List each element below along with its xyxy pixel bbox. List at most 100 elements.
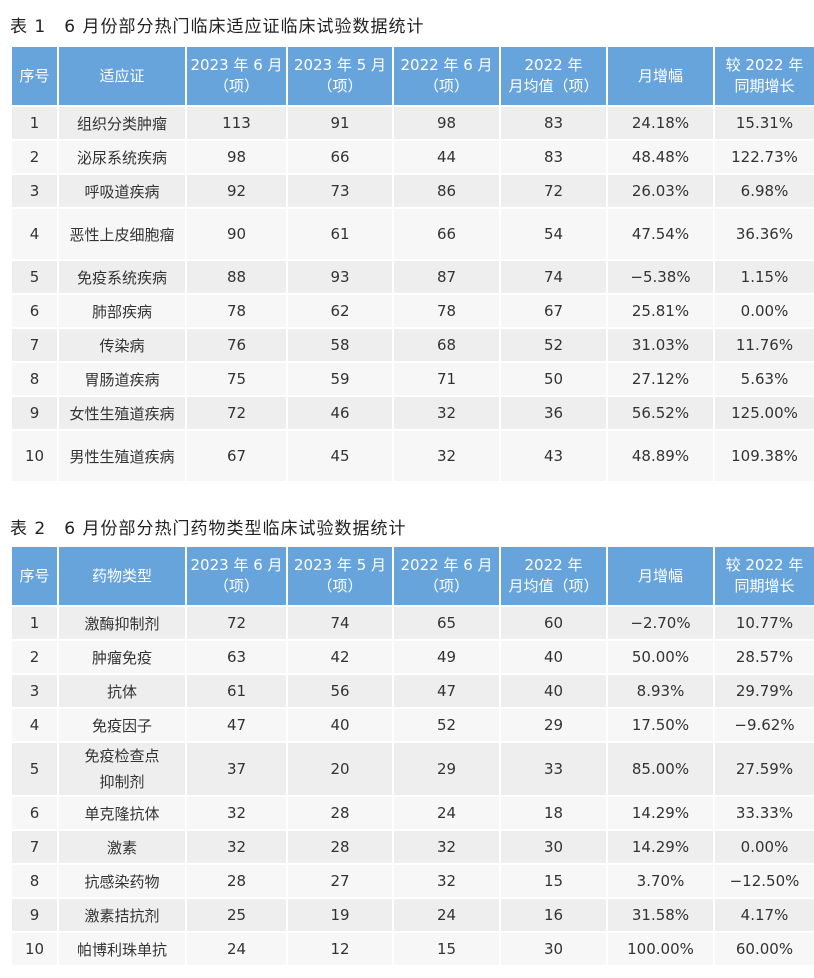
table-cell: 98: [392, 105, 501, 141]
table-cell: 40: [499, 639, 608, 675]
table-cell: 125.00%: [713, 395, 814, 431]
table-cell: 58: [286, 327, 394, 363]
table-row: 6 肺部疾病 78 62 78 67 25.81% 0.00%: [10, 293, 814, 329]
table-cell: 67: [185, 429, 288, 483]
table-row: 8 抗感染药物 28 27 32 15 3.70% −12.50%: [10, 863, 814, 899]
table-cell: 86: [392, 173, 501, 209]
table-cell: 56: [286, 673, 394, 709]
table-cell: 肿瘤免疫: [57, 639, 187, 675]
table-cell: 32: [392, 829, 501, 865]
table-cell: 68: [392, 327, 501, 363]
table-cell: 76: [185, 327, 288, 363]
table-cell: 呼吸道疾病: [57, 173, 187, 209]
table-row: 8 胃肠道疾病 75 59 71 50 27.12% 5.63%: [10, 361, 814, 397]
table-cell: 6.98%: [713, 173, 814, 209]
table-cell: 52: [499, 327, 608, 363]
table-cell: 泌尿系统疾病: [57, 139, 187, 175]
table-cell: 28: [286, 795, 394, 831]
table-cell: 0.00%: [713, 293, 814, 329]
table-cell: 6: [10, 795, 59, 831]
table-cell: 61: [185, 673, 288, 709]
column-header: 2022 年 6 月 （项）: [392, 45, 501, 107]
table1-title: 表 1 6 月份部分热门临床适应证临床试验数据统计: [10, 17, 425, 37]
table-cell: 27.59%: [713, 741, 814, 797]
table-cell: 25.81%: [606, 293, 715, 329]
table-cell: 47.54%: [606, 207, 715, 261]
table-cell: 67: [499, 293, 608, 329]
table-cell: 37: [185, 741, 288, 797]
column-header: 2022 年 月均值（项）: [499, 45, 608, 107]
column-header: 药物类型: [57, 545, 187, 607]
table-cell: 90: [185, 207, 288, 261]
table-cell: 10: [10, 429, 59, 483]
table-row: 9 激素拮抗剂 25 19 24 16 31.58% 4.17%: [10, 897, 814, 933]
table-cell: 15: [499, 863, 608, 899]
table-cell: 免疫因子: [57, 707, 187, 743]
column-header: 2023 年 5 月 （项）: [286, 545, 394, 607]
table-cell: 帕博利珠单抗: [57, 931, 187, 967]
table-cell: 45: [286, 429, 394, 483]
table-row: 2 肿瘤免疫 63 42 49 40 50.00% 28.57%: [10, 639, 814, 675]
table-cell: 28: [185, 863, 288, 899]
table-cell: 72: [185, 395, 288, 431]
table-cell: 78: [392, 293, 501, 329]
table-cell: 36.36%: [713, 207, 814, 261]
table-cell: 恶性上皮细胞瘤: [57, 207, 187, 261]
table-cell: 8: [10, 361, 59, 397]
table-cell: 7: [10, 829, 59, 865]
table-cell: 女性生殖道疾病: [57, 395, 187, 431]
table-cell: 60.00%: [713, 931, 814, 967]
column-header: 较 2022 年 同期增长: [713, 45, 814, 107]
table-cell: 36: [499, 395, 608, 431]
table-cell: 32: [392, 863, 501, 899]
table-cell: 3.70%: [606, 863, 715, 899]
table-cell: 47: [392, 673, 501, 709]
table-cell: 83: [499, 105, 608, 141]
table-cell: 1.15%: [713, 259, 814, 295]
table-cell: 32: [185, 829, 288, 865]
table-cell: 9: [10, 897, 59, 933]
table-cell: 24: [392, 897, 501, 933]
table-row: 1 组织分类肿瘤 113 91 98 83 24.18% 15.31%: [10, 105, 814, 141]
column-header: 2022 年 6 月 （项）: [392, 545, 501, 607]
table-cell: 0.00%: [713, 829, 814, 865]
table-cell: 男性生殖道疾病: [57, 429, 187, 483]
table-cell: 20: [286, 741, 394, 797]
table-cell: 14.29%: [606, 795, 715, 831]
column-header: 月增幅: [606, 45, 715, 107]
table-cell: 1: [10, 605, 59, 641]
table-cell: 40: [286, 707, 394, 743]
table-row: 2 泌尿系统疾病 98 66 44 83 48.48% 122.73%: [10, 139, 814, 175]
table-cell: 29: [499, 707, 608, 743]
table-cell: 15.31%: [713, 105, 814, 141]
table-cell: 32: [392, 395, 501, 431]
table-cell: 8.93%: [606, 673, 715, 709]
column-header: 2023 年 6 月 （项）: [185, 545, 288, 607]
table-cell: 10.77%: [713, 605, 814, 641]
table-cell: 88: [185, 259, 288, 295]
table-cell: 30: [499, 829, 608, 865]
table-cell: 5: [10, 259, 59, 295]
table-cell: 免疫检查点 抑制剂: [57, 741, 187, 797]
table-cell: 激素: [57, 829, 187, 865]
table-row: 5 免疫检查点 抑制剂 37 20 29 33 85.00% 27.59%: [10, 741, 814, 797]
header-row: 序号 药物类型 2023 年 6 月 （项） 2023 年 5 月 （项） 2022 年…: [10, 545, 814, 607]
column-header: 月增幅: [606, 545, 715, 607]
table-cell: −9.62%: [713, 707, 814, 743]
table-cell: 93: [286, 259, 394, 295]
table-cell: 74: [286, 605, 394, 641]
table-cell: 48.48%: [606, 139, 715, 175]
table-cell: 1: [10, 105, 59, 141]
table-cell: 46: [286, 395, 394, 431]
table-cell: 43: [499, 429, 608, 483]
column-header: 序号: [10, 45, 59, 107]
table-cell: 61: [286, 207, 394, 261]
table-cell: 5: [10, 741, 59, 797]
table-cell: 42: [286, 639, 394, 675]
table-cell: 2: [10, 639, 59, 675]
table-cell: 25: [185, 897, 288, 933]
column-header: 较 2022 年 同期增长: [713, 545, 814, 607]
table-cell: 122.73%: [713, 139, 814, 175]
table-cell: 59: [286, 361, 394, 397]
table-cell: 7: [10, 327, 59, 363]
